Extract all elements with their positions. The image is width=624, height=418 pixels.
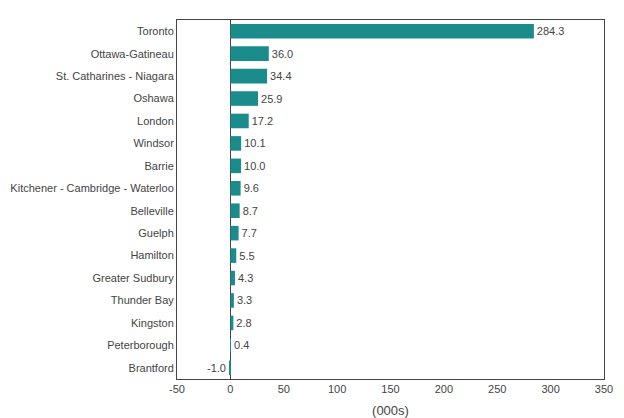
svg-text:17.2: 17.2 bbox=[252, 115, 273, 127]
svg-text:300: 300 bbox=[541, 383, 559, 395]
svg-text:100: 100 bbox=[328, 383, 346, 395]
svg-text:9.6: 9.6 bbox=[244, 182, 259, 194]
svg-text:350: 350 bbox=[595, 383, 613, 395]
svg-text:25.9: 25.9 bbox=[261, 93, 282, 105]
svg-text:200: 200 bbox=[435, 383, 453, 395]
svg-text:-1.0: -1.0 bbox=[207, 362, 226, 374]
svg-text:Brantford: Brantford bbox=[129, 362, 174, 374]
svg-text:Windsor: Windsor bbox=[133, 137, 174, 149]
svg-text:(000s): (000s) bbox=[372, 403, 409, 418]
svg-text:3.3: 3.3 bbox=[237, 294, 252, 306]
svg-text:50: 50 bbox=[278, 383, 290, 395]
svg-text:250: 250 bbox=[488, 383, 506, 395]
svg-text:London: London bbox=[137, 115, 174, 127]
svg-text:7.7: 7.7 bbox=[242, 227, 257, 239]
svg-text:0: 0 bbox=[227, 383, 233, 395]
svg-text:Oshawa: Oshawa bbox=[133, 92, 174, 104]
svg-text:10.1: 10.1 bbox=[244, 137, 265, 149]
svg-text:284.3: 284.3 bbox=[537, 25, 565, 37]
svg-text:8.7: 8.7 bbox=[243, 205, 258, 217]
svg-text:Guelph: Guelph bbox=[138, 227, 173, 239]
svg-text:Kingston: Kingston bbox=[131, 317, 174, 329]
svg-text:Thunder Bay: Thunder Bay bbox=[111, 294, 174, 306]
svg-text:Hamilton: Hamilton bbox=[130, 249, 173, 261]
svg-text:Toronto: Toronto bbox=[137, 25, 174, 37]
svg-text:-50: -50 bbox=[169, 383, 185, 395]
svg-text:4.3: 4.3 bbox=[238, 272, 253, 284]
svg-text:5.5: 5.5 bbox=[239, 250, 254, 262]
svg-text:Belleville: Belleville bbox=[130, 205, 173, 217]
svg-text:34.4: 34.4 bbox=[270, 70, 291, 82]
svg-text:Ottawa-Gatineau: Ottawa-Gatineau bbox=[91, 48, 174, 60]
svg-text:10.0: 10.0 bbox=[244, 160, 265, 172]
svg-text:0.4: 0.4 bbox=[234, 339, 249, 351]
svg-text:St. Catharines - Niagara: St. Catharines - Niagara bbox=[56, 70, 175, 82]
svg-text:36.0: 36.0 bbox=[272, 48, 293, 60]
svg-text:150: 150 bbox=[381, 383, 399, 395]
svg-text:Barrie: Barrie bbox=[144, 160, 173, 172]
svg-text:Greater Sudbury: Greater Sudbury bbox=[92, 272, 174, 284]
svg-text:Kitchener - Cambridge - Waterl: Kitchener - Cambridge - Waterloo bbox=[10, 182, 173, 194]
svg-text:Peterborough: Peterborough bbox=[107, 339, 174, 351]
svg-text:2.8: 2.8 bbox=[236, 317, 251, 329]
